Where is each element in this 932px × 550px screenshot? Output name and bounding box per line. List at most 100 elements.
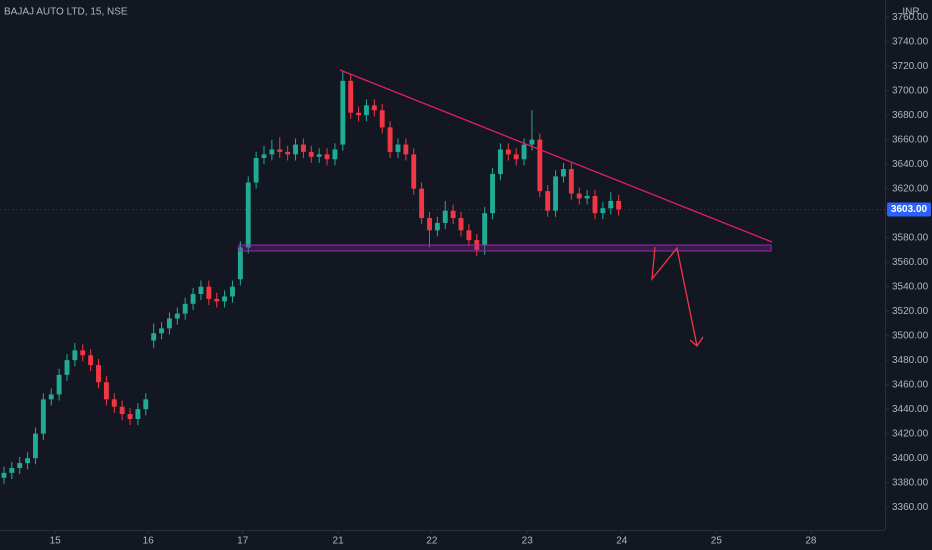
candle-body <box>395 144 401 152</box>
candle-body <box>119 406 125 415</box>
candle-body <box>576 193 582 199</box>
candle-body <box>245 182 251 248</box>
candle-body <box>253 158 259 183</box>
x-tick-label: 22 <box>426 536 438 547</box>
candle-body <box>371 105 377 111</box>
candle-body <box>592 196 598 214</box>
candle-body <box>72 350 78 361</box>
candle-body <box>33 433 38 459</box>
candle-body <box>135 409 141 419</box>
candle-body <box>269 149 275 155</box>
candles <box>1 71 622 484</box>
candle-body <box>308 151 314 157</box>
candle-body <box>182 303 188 314</box>
candle-body <box>466 230 472 241</box>
x-tick-label: 25 <box>711 536 723 547</box>
y-tick-label: 3500.00 <box>892 330 929 341</box>
candle-body <box>206 286 212 299</box>
x-tick-label: 15 <box>50 536 62 547</box>
candle-body <box>442 210 448 223</box>
y-tick-label: 3440.00 <box>892 404 929 415</box>
x-tick-label: 17 <box>237 536 249 547</box>
candle-body <box>174 313 180 319</box>
candle-body <box>608 200 614 209</box>
x-tick-label: 21 <box>333 536 345 547</box>
y-tick-label: 3620.00 <box>892 183 929 194</box>
candle-body <box>80 350 86 356</box>
candle-body <box>48 394 54 400</box>
y-tick-label: 3480.00 <box>892 355 929 366</box>
candle-body <box>600 208 606 214</box>
candle-body <box>103 382 109 400</box>
candle-body <box>237 247 243 280</box>
candle-body <box>143 399 149 410</box>
y-tick-label: 3540.00 <box>892 281 929 292</box>
candle-body <box>166 318 172 329</box>
y-tick-label: 3680.00 <box>892 110 929 121</box>
candle-body <box>324 154 330 160</box>
candle-body <box>17 463 23 468</box>
currency-label: INR <box>902 7 919 18</box>
candle-body <box>64 360 70 375</box>
candle-body <box>419 188 425 219</box>
candle-body <box>332 149 338 160</box>
candle-body <box>434 222 440 231</box>
candle-body <box>568 169 574 194</box>
y-tick-label: 3760.00 <box>892 12 929 23</box>
candle-body <box>316 154 322 157</box>
candle-body <box>458 218 464 231</box>
candle-body <box>379 110 385 128</box>
candle-body <box>277 149 283 152</box>
candle-body <box>356 112 362 116</box>
symbol-title: BAJAJ AUTO LTD, 15, NSE <box>4 7 128 18</box>
y-tick-label: 3580.00 <box>892 232 929 243</box>
candle-body <box>111 399 117 407</box>
candle-body <box>403 144 409 155</box>
candle-body <box>450 210 456 219</box>
candle-body <box>127 414 133 419</box>
candle-body <box>490 173 495 214</box>
candle-body <box>340 80 346 145</box>
x-tick-label: 16 <box>143 536 155 547</box>
y-tick-label: 3400.00 <box>892 453 929 464</box>
x-tick-label: 24 <box>616 536 628 547</box>
candle-body <box>1 472 7 478</box>
candle-body <box>88 355 94 366</box>
projection-path <box>651 246 698 347</box>
candle-body <box>230 286 235 297</box>
candle-body <box>285 151 291 155</box>
candle-body <box>300 144 306 152</box>
candle-body <box>584 196 590 199</box>
candle-body <box>9 467 15 473</box>
candle-body <box>561 169 566 177</box>
candle-body <box>545 191 551 211</box>
y-tick-label: 3520.00 <box>892 306 929 317</box>
trend-line <box>339 69 773 243</box>
candle-body <box>56 374 62 395</box>
candle-body <box>529 139 535 145</box>
candle-body <box>151 333 157 341</box>
candle-body <box>96 365 101 383</box>
candle-body <box>198 286 204 295</box>
candle-body <box>222 296 228 302</box>
candle-body <box>521 144 527 160</box>
last-price-label: 3603.00 <box>891 204 928 215</box>
y-tick-label: 3720.00 <box>892 61 929 72</box>
y-tick-label: 3560.00 <box>892 257 929 268</box>
candle-body <box>497 149 503 174</box>
arrow-head <box>689 336 704 347</box>
y-tick-label: 3700.00 <box>892 85 929 96</box>
candle-body <box>25 458 31 464</box>
candle-body <box>293 144 298 155</box>
y-tick-label: 3380.00 <box>892 477 929 488</box>
y-tick-label: 3640.00 <box>892 159 929 170</box>
y-tick-label: 3660.00 <box>892 134 929 145</box>
candle-body <box>553 176 559 211</box>
candle-body <box>616 200 622 210</box>
y-tick-label: 3420.00 <box>892 428 929 439</box>
candle-body <box>214 298 220 302</box>
candle-body <box>411 154 417 189</box>
candle-body <box>40 399 46 434</box>
